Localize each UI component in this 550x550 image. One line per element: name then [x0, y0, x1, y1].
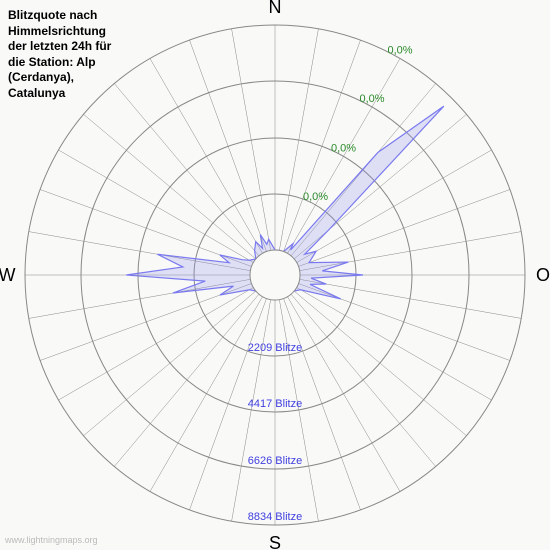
- ring-label-percent: 0,0%: [331, 142, 356, 154]
- ring-label-percent: 0,0%: [387, 44, 412, 56]
- compass-label-e: O: [536, 265, 550, 285]
- ring-label-count: 4417 Blitze: [248, 398, 302, 410]
- ring-label-count: 6626 Blitze: [248, 455, 302, 467]
- compass-label-n: N: [269, 0, 282, 17]
- ring-label-percent: 0,0%: [303, 191, 328, 203]
- compass-label-s: S: [269, 533, 281, 550]
- footer-link: www.lightningmaps.org: [5, 535, 98, 545]
- ring-label-count: 8834 Blitze: [248, 511, 302, 523]
- polar-chart: 0,0% 2209 Blitze 0,0% 4417 Blitze 0,0% 6626 B…: [0, 0, 550, 550]
- ring-label-percent: 0,0%: [359, 93, 384, 105]
- compass-label-w: W: [0, 265, 16, 285]
- ring-label-count: 2209 Blitze: [248, 342, 302, 354]
